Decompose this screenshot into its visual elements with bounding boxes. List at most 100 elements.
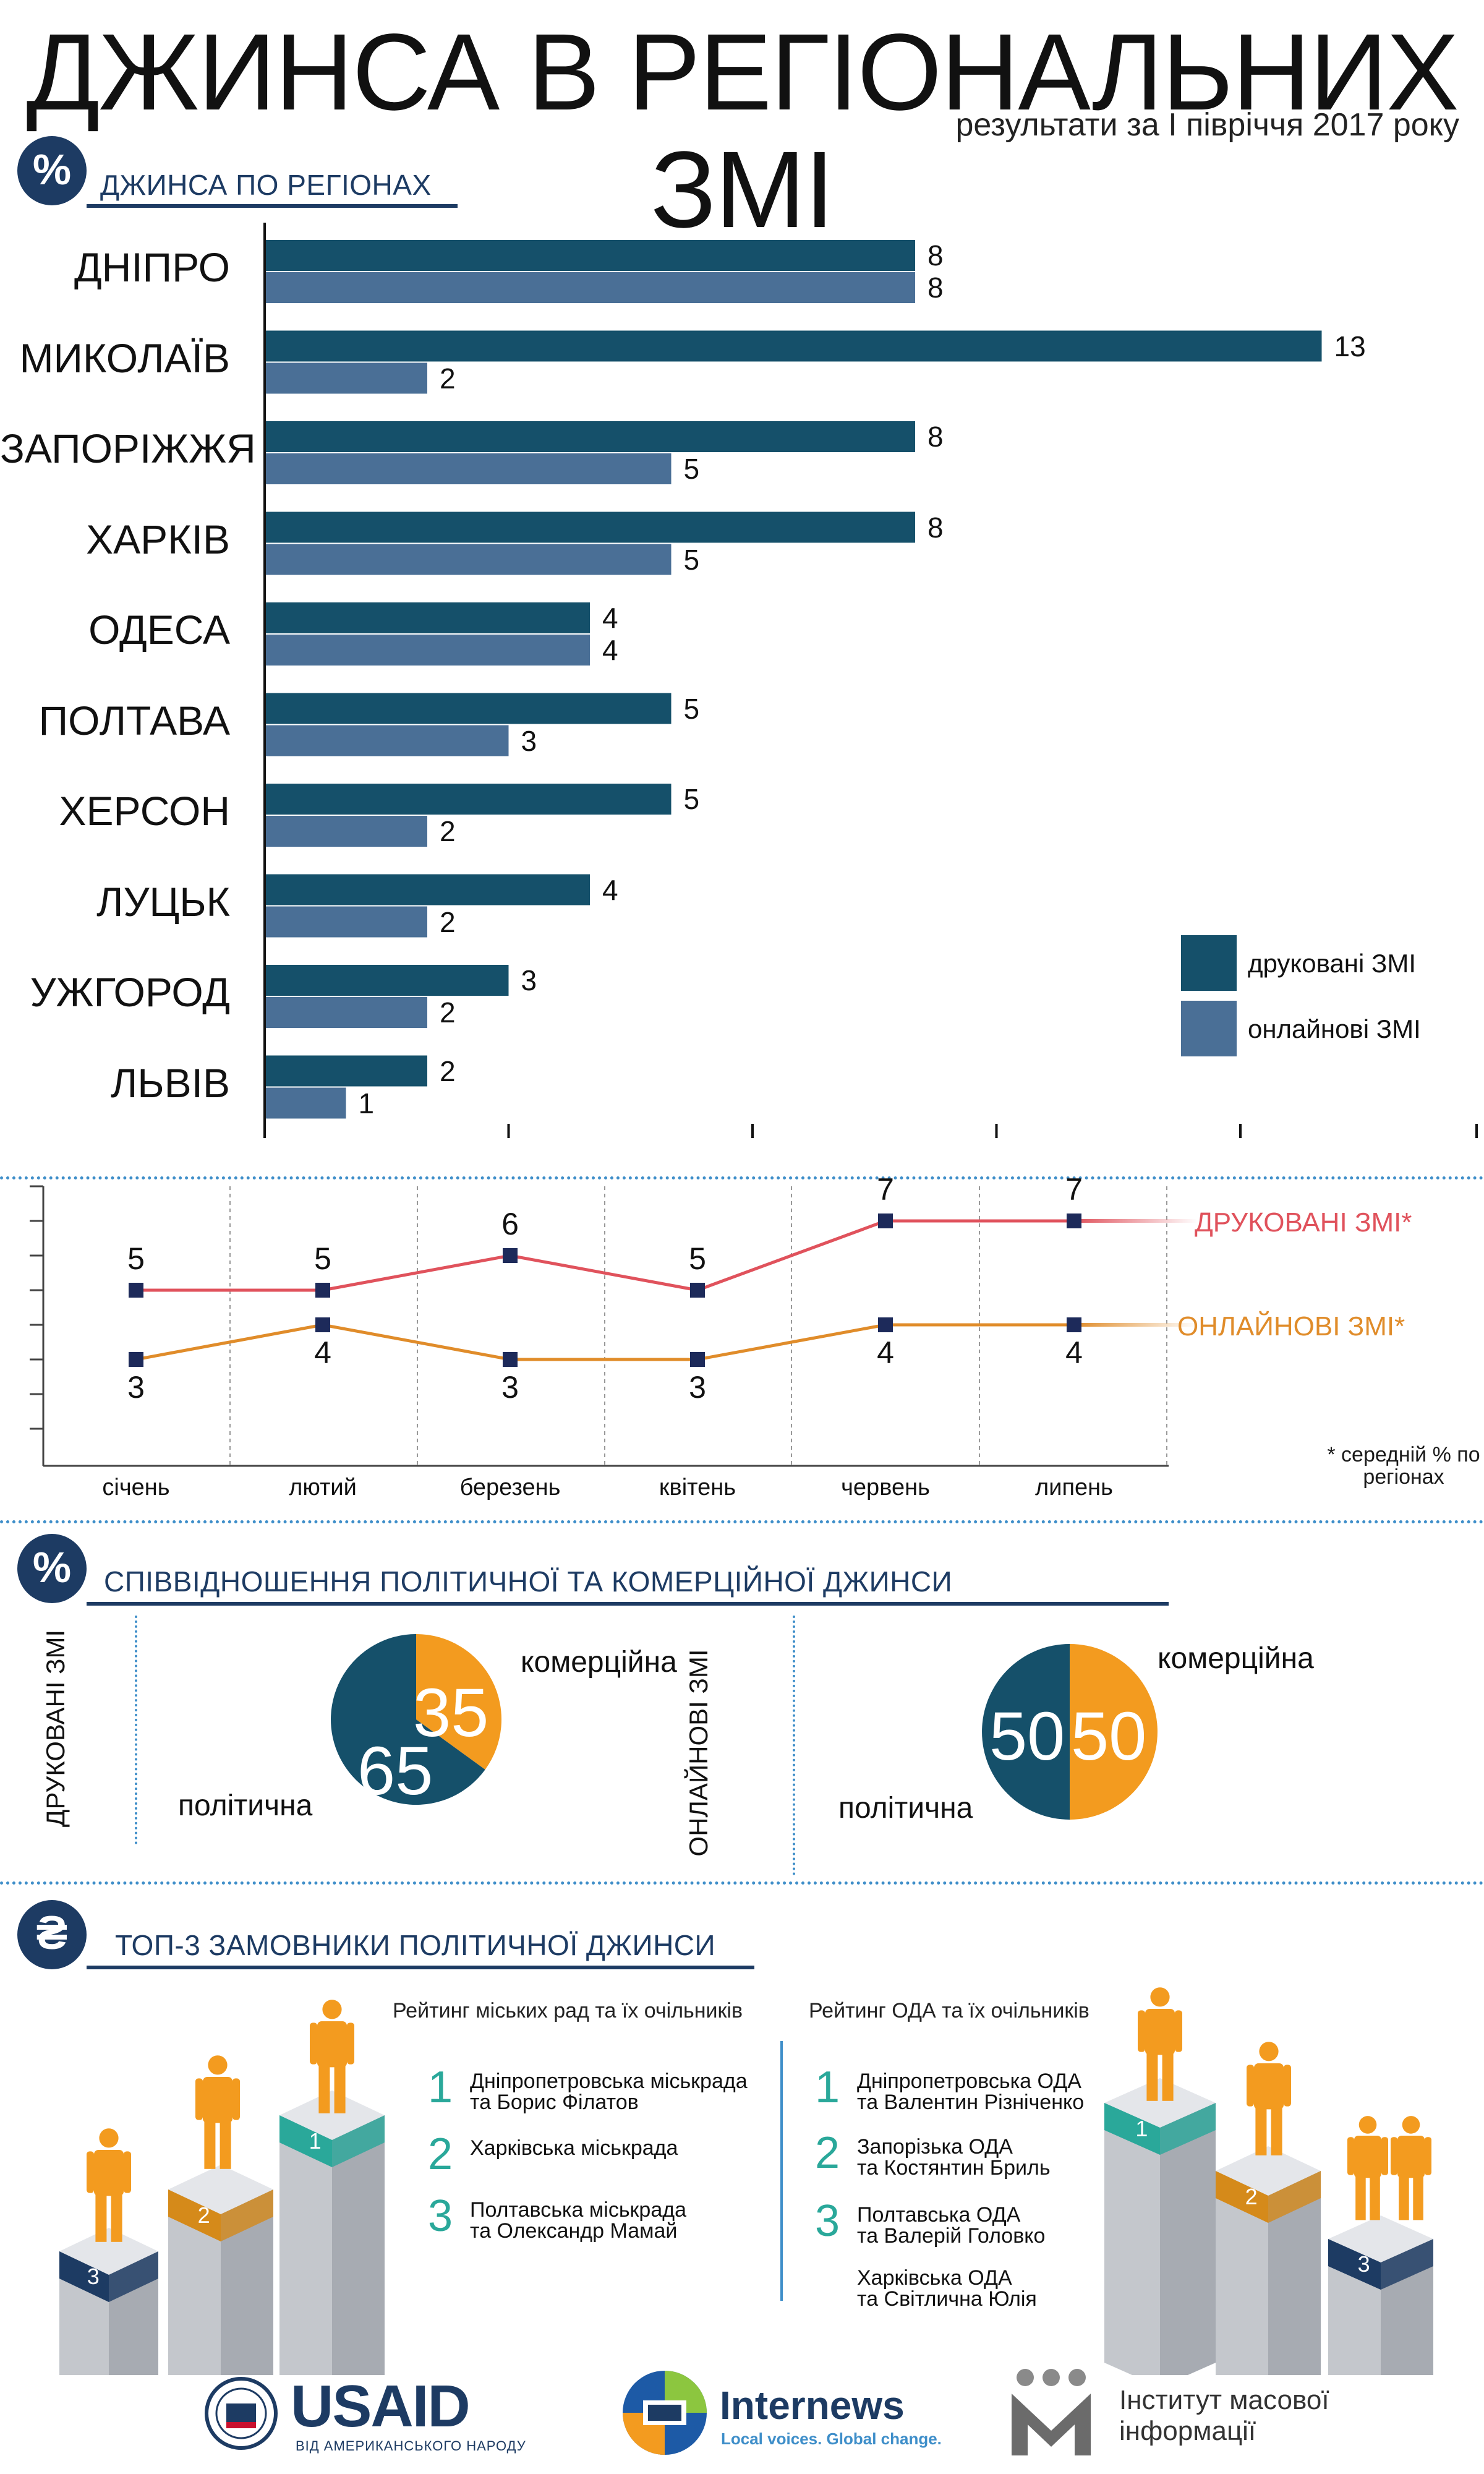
bar-online — [265, 453, 672, 484]
percent-icon: % — [17, 136, 87, 205]
pie2-slice-commercial — [1070, 1644, 1158, 1820]
line-point — [315, 1317, 330, 1332]
month-label: січень — [102, 1475, 170, 1500]
rank-line: та Світлична Юлія — [857, 2287, 1037, 2311]
rank-entry: Дніпропетровська ОДА та Валентин Різнічен… — [857, 2071, 1084, 2113]
legend-swatch-print — [1181, 935, 1237, 991]
region-label: МИКОЛАЇВ — [19, 335, 230, 381]
line-point — [315, 1283, 330, 1298]
region-label: ОДЕСА — [88, 607, 230, 653]
bar-value: 2 — [440, 905, 456, 938]
line-point — [1067, 1213, 1081, 1228]
rank-line: та Олександр Мамай — [470, 2219, 678, 2243]
line-point-label: 3 — [689, 1370, 706, 1405]
bar-value: 13 — [1334, 330, 1366, 362]
section-title-ratio: СПІВВІДНОШЕННЯ ПОЛІТИЧНОЇ ТА КОМЕРЦІЙНОЇ… — [104, 1565, 953, 1598]
rank-line: Запорізька ОДА — [857, 2135, 1013, 2159]
bar-value: 2 — [440, 996, 456, 1029]
rank-entry: Харківська міськрада — [470, 2138, 678, 2159]
podium-block: 2 — [1216, 2146, 1321, 2375]
line-fade-tail — [1074, 1323, 1198, 1327]
footnote: * середній % по регіонах — [1327, 1443, 1480, 1489]
month-label: червень — [841, 1475, 930, 1500]
line-point — [690, 1283, 705, 1298]
rank-number: 2 — [815, 2128, 840, 2178]
legend-label-online: онлайнові ЗМІ — [1248, 1014, 1421, 1043]
bar-value: 8 — [927, 511, 944, 544]
line-point — [1067, 1317, 1081, 1332]
bar-print — [265, 602, 590, 633]
person-icon — [1391, 2116, 1431, 2220]
bar-print — [265, 421, 915, 452]
bar-print — [265, 693, 672, 724]
page-subtitle: результати за І півріччя 2017 року — [955, 107, 1459, 143]
pie1-political-value: 65 — [357, 1733, 433, 1809]
section-title-regions: ДЖИНСА ПО РЕГІОНАХ — [100, 169, 432, 201]
bar-value: 5 — [683, 453, 700, 485]
pie-charts — [331, 1634, 1158, 1820]
person-icon — [1247, 2042, 1291, 2155]
podium-number: 3 — [1358, 2251, 1370, 2277]
bar-value: 2 — [440, 362, 456, 395]
line-online — [135, 1323, 1074, 1361]
rank-line: Дніпропетровська міськрада — [470, 2070, 748, 2093]
line-point-label: 5 — [314, 1241, 331, 1276]
bar-value: 4 — [602, 602, 618, 634]
legend-swatch-online — [1181, 1001, 1237, 1056]
person-icon — [195, 2055, 240, 2169]
rank-line: та Валерій Головко — [857, 2224, 1046, 2248]
rank-number: 1 — [428, 2063, 453, 2112]
pie1-commercial-label: комерційна — [521, 1646, 677, 1679]
pie2-commercial-label: комерційна — [1158, 1642, 1314, 1675]
rank-entry: Дніпропетровська міськрада та Борис Філат… — [470, 2071, 748, 2113]
imi-logo-icon — [1012, 2369, 1091, 2455]
separator — [0, 1520, 1484, 1523]
line-point-label: 3 — [127, 1370, 145, 1405]
bar-online — [265, 1087, 346, 1119]
pie1-political-label: політична — [178, 1789, 313, 1822]
region-label: УЖГОРОД — [30, 969, 230, 1015]
line-point — [503, 1352, 518, 1367]
line-point — [878, 1213, 893, 1228]
rank-number: 1 — [815, 2063, 840, 2112]
bar-print — [265, 874, 590, 905]
bar-value: 4 — [602, 873, 618, 906]
rank-line: Дніпропетровська ОДА — [857, 2070, 1081, 2093]
podium-block: 1 — [1104, 2078, 1216, 2375]
podium-number: 1 — [309, 2128, 322, 2154]
rank-entry: Запорізька ОДА та Костянтин Бриль — [857, 2136, 1051, 2178]
line-chart — [30, 1185, 1198, 1467]
pie2-slice-political — [982, 1644, 1070, 1820]
line-point-label: 5 — [689, 1241, 706, 1276]
bar-print — [265, 330, 1322, 362]
podium-block: 1 — [279, 2091, 385, 2375]
rank-line: та Борис Філатов — [470, 2091, 639, 2114]
line-point-label: 7 — [1065, 1172, 1083, 1207]
ranking-oda-heading: Рейтинг ОДА та їх очільників — [809, 1999, 1090, 2022]
bar-online — [265, 725, 509, 756]
usaid-seal-icon — [205, 2377, 278, 2450]
bar-value: 3 — [521, 724, 537, 757]
bar-online — [265, 272, 915, 303]
bar-online — [265, 362, 427, 394]
person-icon — [87, 2128, 131, 2242]
region-label: ЛУЦЬК — [96, 878, 230, 925]
pie1-slice-commercial — [416, 1634, 502, 1770]
bar-value: 5 — [683, 543, 700, 576]
region-label: ПОЛТАВА — [38, 697, 230, 743]
bar-value: 3 — [521, 964, 537, 996]
rank-line: та Костянтин Бриль — [857, 2156, 1051, 2180]
line-point-label: 3 — [501, 1370, 519, 1405]
usaid-sub: ВІД АМЕРИКАНСЬКОГО НАРОДУ — [296, 2438, 526, 2454]
line-point-label: 4 — [877, 1335, 894, 1370]
hryvnia-icon: ₴ — [17, 1900, 87, 1969]
bar-online — [265, 635, 590, 666]
rank-entry: Полтавська ОДА та Валерій Головко Харківс… — [857, 2204, 1045, 2309]
divider — [780, 2041, 783, 2301]
month-label: березень — [459, 1475, 561, 1500]
imi-line2: інформації — [1119, 2416, 1256, 2446]
bar-chart-svg — [263, 223, 1478, 1138]
rank-entry: Полтавська міськрада та Олександр Мамай — [470, 2199, 686, 2241]
rank-line: Полтавська міськрада — [470, 2198, 686, 2222]
line-point-label: 5 — [127, 1241, 145, 1276]
